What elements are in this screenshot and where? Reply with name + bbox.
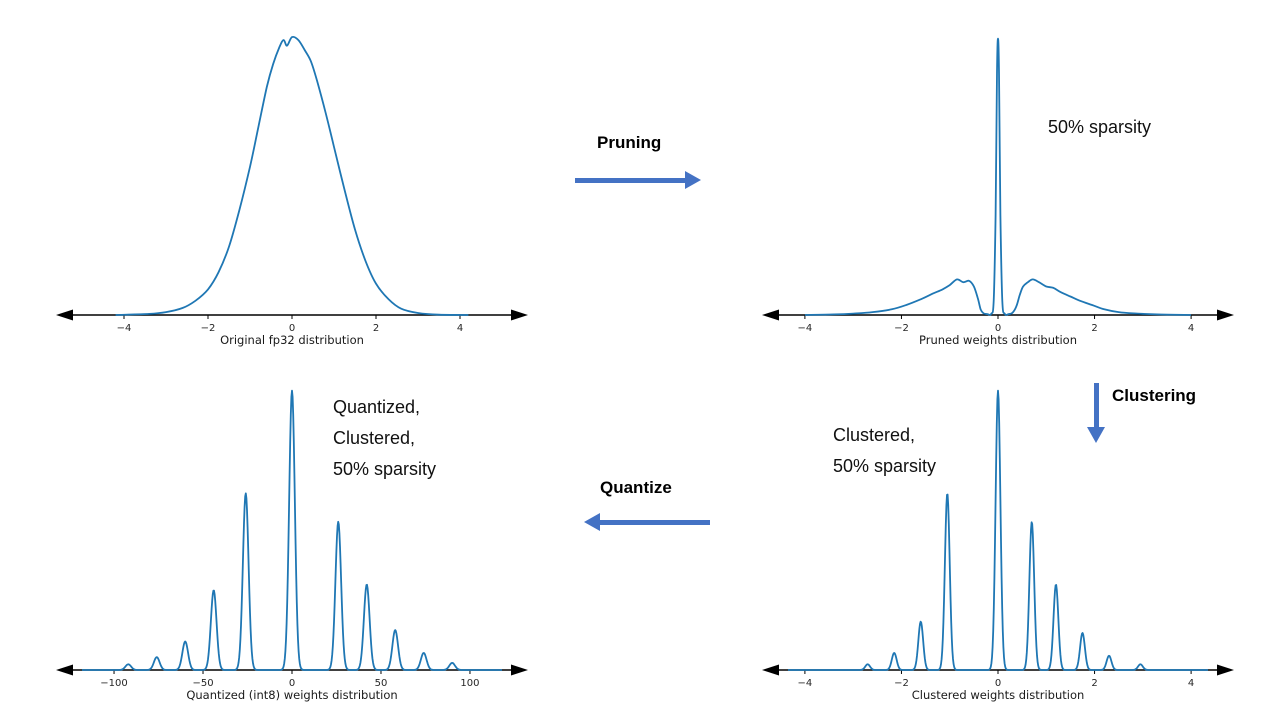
tick-label: −4 xyxy=(798,323,813,334)
clustering-arrowhead-icon xyxy=(1087,427,1105,443)
axis-arrow-right-icon xyxy=(511,309,528,321)
tick-label: 0 xyxy=(289,323,295,334)
tick-label: 0 xyxy=(995,323,1001,334)
pruning-label: Pruning xyxy=(597,133,662,152)
axis-title: Clustered weights distribution xyxy=(912,688,1085,702)
pruning-arrow-icon xyxy=(575,170,701,190)
quantized-annotation-line2: Clustered, xyxy=(333,428,416,448)
tick-label: 2 xyxy=(1091,323,1097,334)
axis-arrow-right-icon xyxy=(511,664,528,676)
tick-label: −2 xyxy=(201,323,216,334)
tick-label: 2 xyxy=(373,323,379,334)
tick-label: 0 xyxy=(289,678,295,689)
quantize-arrow-icon xyxy=(584,512,710,532)
quantized-annotation-line1: Quantized, xyxy=(333,397,421,417)
tick-label: −4 xyxy=(117,323,132,334)
axis-title: Pruned weights distribution xyxy=(919,333,1077,347)
quantized-annotation-line3: 50% sparsity xyxy=(333,459,437,479)
chart-clustered-weights: −4 −2 0 2 4 Clustered weights distribution xyxy=(762,389,1234,702)
tick-label: −50 xyxy=(192,678,213,689)
clustering-arrow-icon xyxy=(1086,383,1106,443)
distribution-curve xyxy=(115,35,469,316)
chart-quantized-weights: −100 −50 0 50 100 Quantized (int8) weights di… xyxy=(56,389,528,702)
tick-label: 100 xyxy=(460,678,479,689)
clustered-annotation-line1: Clustered, xyxy=(833,425,916,445)
axis-arrow-right-icon xyxy=(1217,664,1234,676)
tick-label: 2 xyxy=(1091,678,1097,689)
chart-pruned-weights: −4 −2 0 2 4 Pruned weights distribution xyxy=(762,37,1234,347)
distribution-curve xyxy=(787,389,1209,671)
tick-label: 0 xyxy=(995,678,1001,689)
sparsity-annotation: 50% sparsity xyxy=(1048,117,1152,137)
pruning-arrowhead-icon xyxy=(685,171,701,189)
clustered-annotation-line2: 50% sparsity xyxy=(833,456,937,476)
quantized-annotation: Quantized, Clustered, 50% sparsity xyxy=(333,392,436,485)
axis-title: Quantized (int8) weights distribution xyxy=(186,688,397,702)
axis-arrow-right-icon xyxy=(1217,309,1234,321)
tick-label: 50 xyxy=(375,678,388,689)
quantize-arrowhead-icon xyxy=(584,513,600,531)
tick-label: 4 xyxy=(1188,678,1194,689)
distribution-curve xyxy=(81,389,503,671)
quantize-label: Quantize xyxy=(600,478,672,497)
tick-label: −100 xyxy=(100,678,127,689)
tick-label: −4 xyxy=(798,678,813,689)
tick-label: −2 xyxy=(894,678,909,689)
clustering-arrow-shaft xyxy=(1093,383,1099,427)
clustering-label: Clustering xyxy=(1112,386,1197,405)
chart-original-fp32: −4 −2 0 2 4 Original fp32 distribution xyxy=(56,35,528,347)
axis-arrow-left-icon xyxy=(56,664,73,676)
tick-label: −2 xyxy=(894,323,909,334)
clustered-annotation: Clustered, 50% sparsity xyxy=(833,420,936,482)
tick-label: 4 xyxy=(1188,323,1194,334)
axis-arrow-left-icon xyxy=(56,309,73,321)
axis-arrow-left-icon xyxy=(762,309,779,321)
quantize-arrow-shaft xyxy=(600,519,710,525)
pruning-arrow-shaft xyxy=(575,177,685,183)
axis-arrow-left-icon xyxy=(762,664,779,676)
axis-title: Original fp32 distribution xyxy=(220,333,364,347)
tick-label: 4 xyxy=(457,323,463,334)
distribution-curve xyxy=(804,37,1192,316)
